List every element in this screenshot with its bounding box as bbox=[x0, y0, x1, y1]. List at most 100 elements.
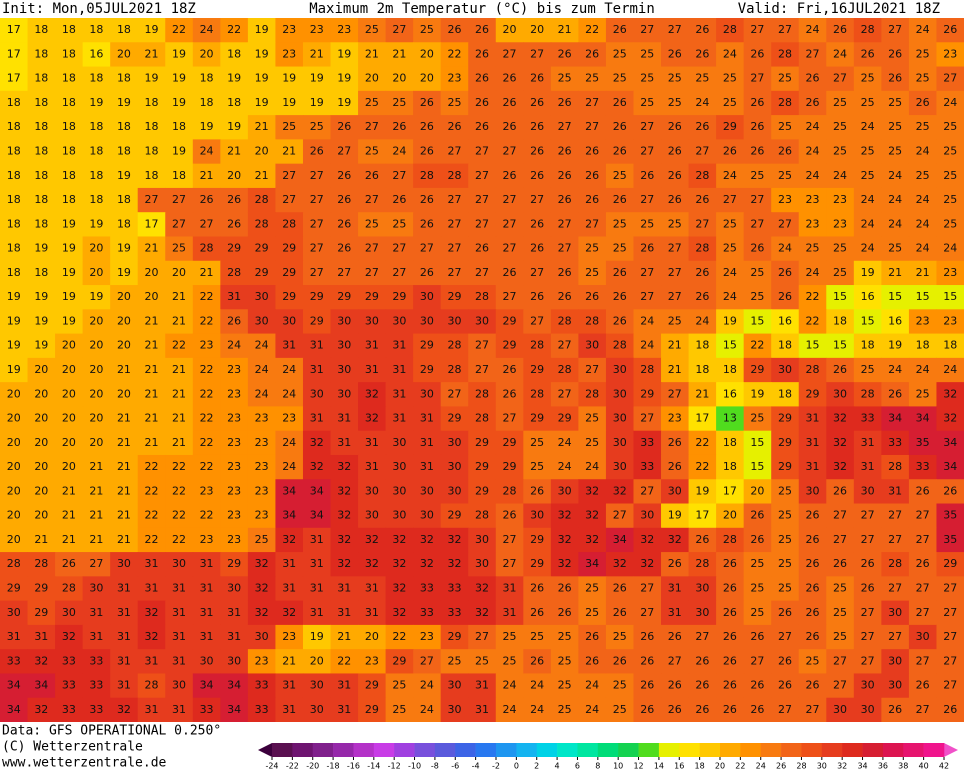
temperature-value: 29 bbox=[778, 436, 792, 449]
temperature-value: 27 bbox=[833, 533, 847, 546]
temperature-cell bbox=[220, 139, 249, 165]
temperature-value: 33 bbox=[62, 654, 76, 667]
temperature-cell bbox=[192, 503, 221, 529]
temperature-value: 21 bbox=[255, 169, 269, 182]
temperature-cell bbox=[55, 236, 84, 262]
temperature-cell bbox=[247, 600, 276, 626]
temperature-cell bbox=[220, 260, 249, 286]
temperature-cell bbox=[578, 479, 607, 505]
temperature-value: 28 bbox=[695, 242, 709, 255]
temperature-cell bbox=[110, 333, 139, 359]
temperature-cell bbox=[137, 430, 166, 456]
temperature-value: 30 bbox=[861, 703, 875, 716]
temperature-cell bbox=[798, 576, 827, 602]
temperature-value: 25 bbox=[778, 557, 792, 570]
temperature-value: 31 bbox=[310, 581, 324, 594]
temperature-cell bbox=[523, 187, 552, 213]
temperature-cell bbox=[302, 163, 332, 189]
temperature-value: 21 bbox=[282, 145, 296, 158]
temperature-cell bbox=[633, 673, 662, 699]
temperature-value: 31 bbox=[117, 606, 131, 619]
temperature-cell bbox=[0, 260, 29, 286]
temperature-cell bbox=[661, 552, 690, 577]
temperature-cell bbox=[495, 163, 524, 189]
temperature-value: 28 bbox=[888, 557, 902, 570]
temperature-value: 27 bbox=[558, 242, 572, 255]
temperature-cell bbox=[661, 333, 690, 359]
temperature-cell bbox=[110, 42, 139, 68]
temperature-value: 20 bbox=[62, 412, 76, 425]
temperature-value: 20 bbox=[89, 436, 103, 449]
temperature-value: 26 bbox=[585, 290, 599, 303]
temperature-cell bbox=[495, 649, 524, 674]
temperature-value: 25 bbox=[861, 363, 875, 376]
temperature-cell bbox=[330, 163, 359, 189]
temperature-value: 22 bbox=[144, 460, 158, 473]
temperature-value: 27 bbox=[888, 23, 902, 36]
legend-swatch bbox=[781, 743, 802, 757]
temperature-value: 31 bbox=[365, 436, 379, 449]
temperature-value: 23 bbox=[255, 460, 269, 473]
temperature-cell bbox=[220, 430, 249, 456]
temperature-cell bbox=[330, 454, 359, 480]
temperature-cell bbox=[192, 187, 221, 213]
temperature-value: 25 bbox=[861, 169, 875, 182]
temperature-value: 23 bbox=[227, 509, 241, 522]
temperature-value: 25 bbox=[943, 193, 957, 206]
temperature-cell bbox=[55, 66, 84, 92]
temperature-cell bbox=[716, 212, 745, 237]
temperature-cell bbox=[302, 576, 332, 602]
temperature-value: 26 bbox=[943, 484, 957, 497]
temperature-value: 29 bbox=[530, 557, 544, 570]
temperature-cell bbox=[137, 260, 166, 286]
temperature-cell bbox=[550, 649, 579, 674]
temperature-cell bbox=[578, 333, 607, 359]
temperature-value: 32 bbox=[34, 654, 48, 667]
temperature-cell bbox=[82, 649, 111, 674]
temperature-value: 18 bbox=[172, 169, 186, 182]
temperature-cell bbox=[275, 236, 304, 262]
temperature-cell bbox=[358, 552, 387, 577]
temperature-cell bbox=[798, 697, 827, 723]
temperature-value: 26 bbox=[585, 169, 599, 182]
temperature-cell bbox=[165, 139, 194, 165]
temperature-value: 32 bbox=[255, 557, 269, 570]
temperature-cell bbox=[413, 649, 442, 674]
temperature-cell bbox=[137, 697, 166, 723]
temperature-value: 27 bbox=[447, 217, 461, 230]
temperature-value: 27 bbox=[723, 193, 737, 206]
temperature-cell bbox=[881, 624, 910, 650]
temperature-value: 27 bbox=[282, 169, 296, 182]
temperature-value: 32 bbox=[833, 412, 847, 425]
temperature-cell bbox=[165, 430, 194, 456]
temperature-cell bbox=[82, 18, 111, 43]
valid-time: Valid: Fri,16JUL2021 18Z bbox=[738, 1, 940, 17]
temperature-cell bbox=[137, 527, 166, 553]
legend-swatch bbox=[862, 743, 884, 757]
temperature-value: 27 bbox=[888, 509, 902, 522]
temperature-value: 27 bbox=[943, 654, 957, 667]
temperature-value: 23 bbox=[227, 533, 241, 546]
temperature-cell bbox=[137, 212, 166, 237]
temperature-cell bbox=[165, 624, 194, 650]
temperature-value: 22 bbox=[200, 509, 214, 522]
temperature-cell bbox=[523, 649, 552, 674]
temperature-cell bbox=[0, 503, 29, 529]
legend-tick-label: 26 bbox=[776, 762, 786, 771]
temperature-cell bbox=[716, 357, 745, 383]
temperature-cell bbox=[468, 527, 497, 553]
temperature-value: 31 bbox=[365, 339, 379, 352]
temperature-cell bbox=[771, 382, 800, 407]
temperature-cell bbox=[302, 673, 332, 699]
temperature-cell bbox=[137, 187, 166, 213]
temperature-value: 26 bbox=[310, 145, 324, 158]
temperature-value: 18 bbox=[723, 363, 737, 376]
temperature-value: 29 bbox=[365, 703, 379, 716]
temperature-cell bbox=[716, 139, 745, 165]
temperature-value: 26 bbox=[833, 363, 847, 376]
legend-swatch bbox=[434, 743, 456, 757]
temperature-value: 17 bbox=[695, 412, 709, 425]
temperature-cell bbox=[275, 333, 304, 359]
temperature-value: 32 bbox=[337, 533, 351, 546]
temperature-cell bbox=[385, 406, 414, 432]
